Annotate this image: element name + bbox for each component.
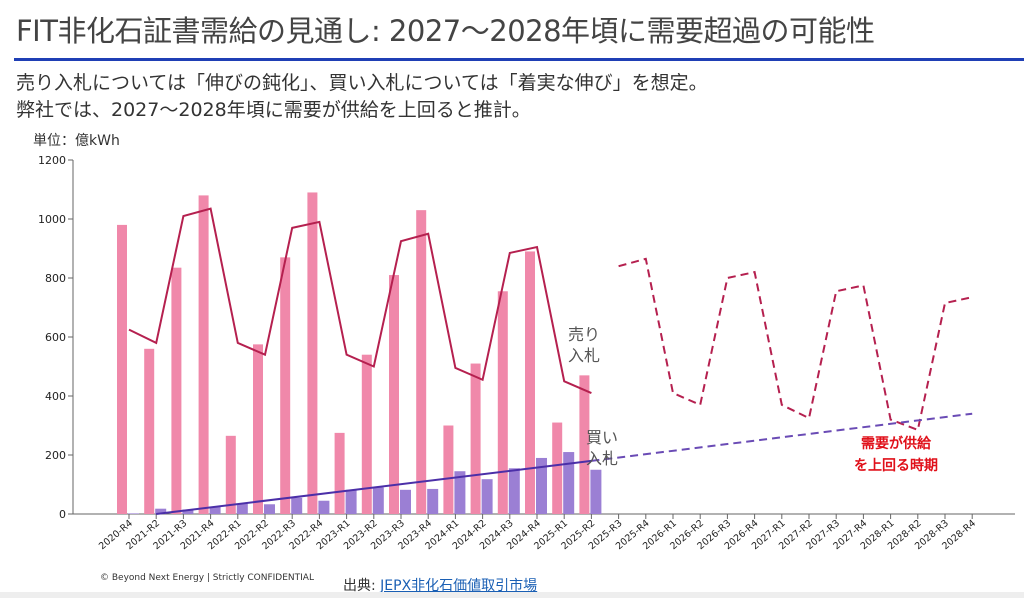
sell-bar xyxy=(470,363,481,514)
sell-bar xyxy=(225,435,236,514)
y-tick-label: 800 xyxy=(45,272,66,285)
source-label: 出典: xyxy=(343,578,376,594)
source: 出典: JEPX非化石価値取引市場 xyxy=(343,575,537,595)
subtitle-line-2: 弊社では、2027～2028年頃に需要が供給を上回ると推計。 xyxy=(16,99,531,121)
buy-bar xyxy=(236,503,248,514)
buy-bar xyxy=(372,487,384,514)
buy-label: 買い xyxy=(586,428,618,447)
sell-label: 売り xyxy=(568,325,600,344)
buy-bar xyxy=(264,504,275,514)
sell-trend-line xyxy=(128,207,592,394)
y-tick-label: 0 xyxy=(59,508,66,521)
buy-bar xyxy=(590,469,602,514)
buy-bar xyxy=(536,457,547,514)
bottom-bar xyxy=(0,592,1024,598)
unit-label: 単位：億kWh xyxy=(33,133,120,149)
y-tick-label: 1200 xyxy=(38,154,66,167)
sell-bar xyxy=(198,195,209,514)
sell-bar xyxy=(443,425,454,514)
buy-bar xyxy=(481,479,493,514)
sell-bar xyxy=(361,354,372,514)
copyright: © Beyond Next Energy | Strictly CONFIDEN… xyxy=(100,573,314,583)
sell-bar xyxy=(579,375,590,514)
buy-bar xyxy=(155,508,167,514)
subtitle-line-1: 売り入札については「伸びの鈍化」、買い入札については「着実な伸び」を想定。 xyxy=(16,72,708,94)
crossover-annotation: を上回る時期 xyxy=(854,457,938,474)
buy-bar xyxy=(563,452,575,514)
buy-trend-line xyxy=(156,459,592,515)
sell-bar xyxy=(280,257,291,514)
buy-bar xyxy=(427,488,439,514)
sell-bar xyxy=(117,224,127,514)
sell-bar xyxy=(144,348,155,514)
source-link[interactable]: JEPX非化石価値取引市場 xyxy=(380,578,538,594)
buy-bar xyxy=(291,497,303,514)
y-tick-label: 600 xyxy=(45,331,66,344)
buy-bar xyxy=(318,500,330,514)
sell-label: 入札 xyxy=(568,346,600,365)
sell-bar xyxy=(416,210,427,514)
title-divider xyxy=(14,58,1024,61)
sell-bar xyxy=(171,267,182,514)
sell-bar xyxy=(389,275,399,514)
buy-bar xyxy=(209,506,221,514)
sell-bar xyxy=(497,291,508,514)
buy-bar xyxy=(128,513,139,514)
sell-bar xyxy=(525,251,535,514)
y-tick-label: 400 xyxy=(45,390,66,403)
sell-bar xyxy=(552,422,563,514)
y-tick-label: 1000 xyxy=(38,213,66,226)
buy-forecast-line xyxy=(591,412,973,462)
y-tick-label: 200 xyxy=(45,449,66,462)
buy-bar xyxy=(454,471,466,514)
crossover-annotation: 需要が供給 xyxy=(861,435,932,452)
buy-label: 入札 xyxy=(586,449,618,468)
page-title: FIT非化石証書需給の見通し: 2027～2028年頃に需要超過の可能性 xyxy=(16,14,875,48)
buy-bar xyxy=(345,489,357,514)
buy-bar xyxy=(400,489,411,514)
sell-forecast-line xyxy=(618,257,973,432)
buy-bar xyxy=(182,509,194,514)
sell-bar xyxy=(334,432,345,514)
sell-bar xyxy=(307,192,318,514)
buy-bar xyxy=(508,468,520,514)
sell-bar xyxy=(253,344,263,514)
